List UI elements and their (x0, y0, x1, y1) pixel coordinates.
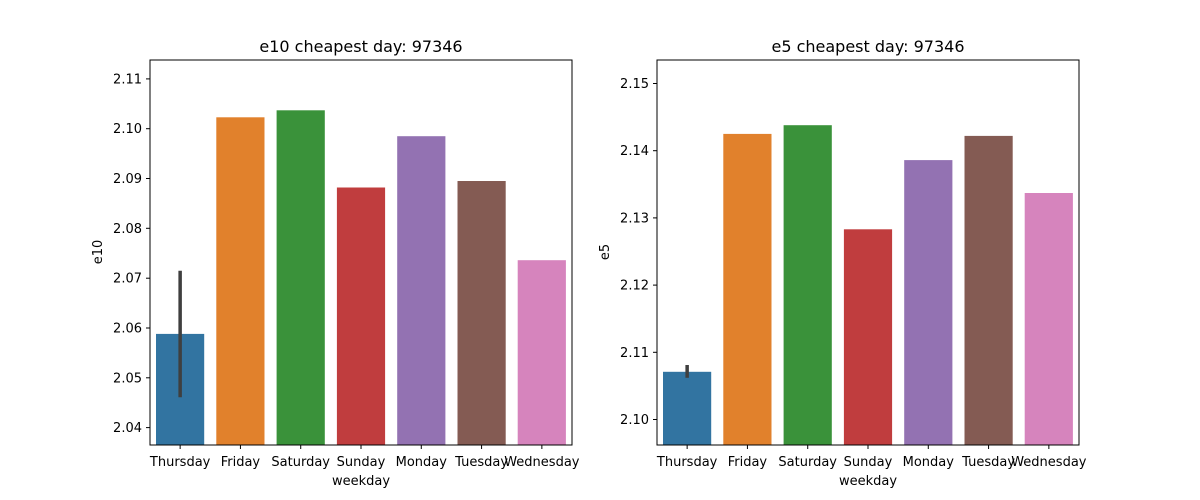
chart-panel-e10: e10 cheapest day: 97346 2.04 2.05 2.06 2.07… (91, 37, 580, 489)
y-tick-label: 2.05 (113, 371, 142, 386)
bar-monday (904, 160, 953, 445)
y-tick-label: 2.14 (620, 144, 649, 159)
y-tick-label: 2.15 (620, 77, 649, 92)
bar-monday (397, 136, 446, 445)
bar-sunday (843, 229, 893, 445)
x-tick-label: Friday (728, 455, 768, 470)
x-axis-label: weekday (839, 474, 897, 489)
chart-title: e5 cheapest day: 97346 (771, 37, 964, 56)
y-axis-label: e5 (598, 244, 613, 260)
x-ticks-layer: Thursday Friday Saturday Sunday Monday Tuesda… (656, 445, 1087, 470)
bars-layer (156, 110, 566, 446)
axes-frame (656, 59, 1080, 446)
x-axis-label: weekday (332, 474, 390, 489)
bar-saturday (783, 125, 832, 445)
x-tick-label: Friday (221, 455, 261, 470)
y-tick-label: 2.09 (113, 172, 142, 187)
bar-wednesday (517, 260, 566, 445)
y-tick-label: 2.10 (113, 122, 142, 137)
x-tick-label: Sunday (337, 455, 386, 470)
y-axis-label: e10 (91, 240, 106, 265)
bar-thursday (663, 371, 712, 445)
x-tick-label: Saturday (778, 455, 837, 470)
y-tick-label: 2.07 (113, 272, 142, 287)
bar-sunday (336, 187, 386, 445)
y-tick-label: 2.12 (620, 279, 649, 294)
bar-tuesday (457, 181, 506, 445)
x-tick-label: Wednesday (504, 455, 580, 470)
bar-saturday (276, 110, 325, 446)
axes-frame (149, 59, 573, 446)
x-ticks-layer: Thursday Friday Saturday Sunday Monday Tuesda… (149, 445, 580, 470)
y-tick-label: 2.08 (113, 222, 142, 237)
y-tick-label: 2.06 (113, 322, 142, 337)
x-tick-label: Tuesday (961, 455, 1015, 470)
x-tick-label: Thursday (149, 455, 211, 470)
y-ticks-layer: 2.04 2.05 2.06 2.07 2.08 2.09 2.10 2.11 (113, 72, 150, 436)
x-tick-label: Tuesday (454, 455, 508, 470)
x-tick-label: Thursday (656, 455, 718, 470)
y-ticks-layer: 2.10 2.11 2.12 2.13 2.14 2.15 (620, 77, 657, 428)
x-tick-label: Monday (903, 455, 955, 470)
chart-panel-e5: e5 cheapest day: 97346 2.102.112.122.132… (598, 37, 1087, 489)
bar-friday (216, 117, 265, 446)
y-tick-label: 2.13 (620, 211, 649, 226)
x-tick-label: Wednesday (1011, 455, 1087, 470)
y-tick-label: 2.10 (620, 413, 649, 428)
bar-tuesday (964, 135, 1013, 445)
x-tick-label: Monday (396, 455, 448, 470)
x-tick-label: Sunday (844, 455, 893, 470)
y-tick-label: 2.11 (620, 346, 649, 361)
bar-wednesday (1024, 193, 1073, 445)
bars-layer (663, 125, 1073, 445)
bar-friday (723, 133, 772, 445)
y-tick-label: 2.11 (113, 72, 142, 87)
chart-title: e10 cheapest day: 97346 (259, 37, 462, 56)
y-tick-label: 2.04 (113, 421, 142, 436)
x-tick-label: Saturday (271, 455, 330, 470)
